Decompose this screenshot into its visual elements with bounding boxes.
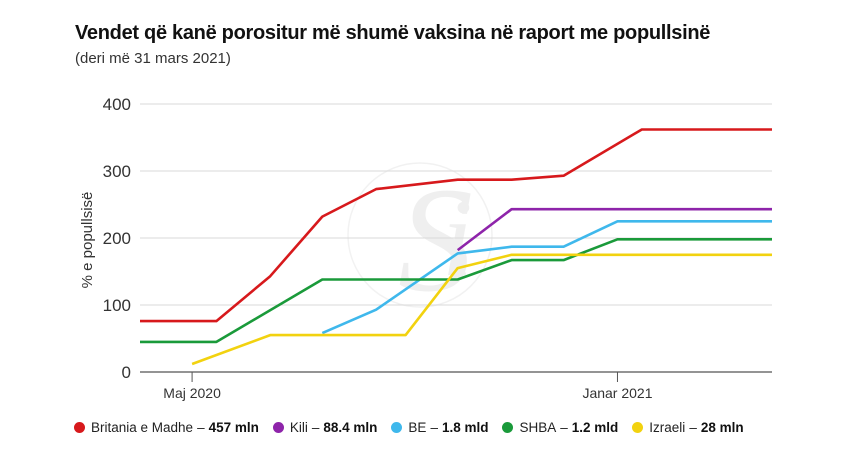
legend: Britania e Madhe –457 mln Kili –88.4 mln BE –… bbox=[74, 420, 758, 435]
series-line-shba bbox=[140, 238, 772, 344]
series-line-izraeli bbox=[191, 253, 772, 366]
legend-series-name: Izraeli bbox=[649, 420, 686, 435]
chart-title: Vendet që kanë porositur më shumë vaksin… bbox=[75, 22, 711, 44]
series-line-kili bbox=[456, 207, 772, 252]
y-tick-label: 300 bbox=[103, 162, 131, 181]
x-tick-label: Janar 2021 bbox=[582, 385, 652, 401]
chart-subtitle: (deri më 31 mars 2021) bbox=[75, 50, 231, 67]
legend-series-value: 457 mln bbox=[208, 420, 259, 435]
legend-dash: – bbox=[560, 420, 568, 435]
legend-item: Izraeli –28 mln bbox=[632, 420, 744, 435]
legend-series-name: Britania e Madhe bbox=[91, 420, 194, 435]
y-tick-label: 200 bbox=[103, 229, 131, 248]
legend-series-value: 1.2 mld bbox=[571, 420, 619, 435]
series-line-britania-e-madhe bbox=[140, 128, 772, 323]
legend-item: BE –1.8 mld bbox=[391, 420, 488, 435]
legend-series-name: Kili bbox=[289, 420, 308, 435]
series-lines bbox=[140, 128, 772, 366]
legend-dash: – bbox=[689, 420, 697, 435]
legend-item: Britania e Madhe –457 mln bbox=[74, 420, 259, 435]
legend-dot-icon bbox=[74, 422, 85, 433]
y-tick-label: 100 bbox=[103, 296, 131, 315]
legend-dash: – bbox=[311, 420, 320, 435]
x-axis-ticks: Maj 2020 Janar 2021 bbox=[163, 372, 653, 401]
legend-series-name: BE bbox=[408, 420, 427, 435]
legend-dot-icon bbox=[632, 422, 644, 433]
legend-dot-icon bbox=[502, 422, 514, 433]
series-line-be bbox=[321, 220, 772, 335]
y-tick-label: 400 bbox=[103, 95, 131, 114]
legend-item: SHBA –1.2 mld bbox=[502, 420, 618, 435]
legend-dash: – bbox=[197, 420, 205, 435]
y-axis-label: % e popullsisë bbox=[79, 192, 96, 289]
y-axis-ticks: 0 100 200 300 400 bbox=[103, 95, 131, 382]
legend-series-name: SHBA bbox=[519, 420, 557, 435]
legend-dot-icon bbox=[272, 422, 284, 433]
legend-series-value: 28 mln bbox=[700, 420, 744, 435]
legend-item: Kili –88.4 mln bbox=[272, 420, 378, 435]
legend-series-value: 1.8 mld bbox=[441, 420, 489, 435]
legend-dash: – bbox=[430, 420, 438, 435]
legend-series-value: 88.4 mln bbox=[323, 420, 378, 435]
y-tick-label: 0 bbox=[122, 363, 131, 382]
x-tick-label: Maj 2020 bbox=[163, 385, 221, 401]
legend-dot-icon bbox=[391, 422, 403, 433]
